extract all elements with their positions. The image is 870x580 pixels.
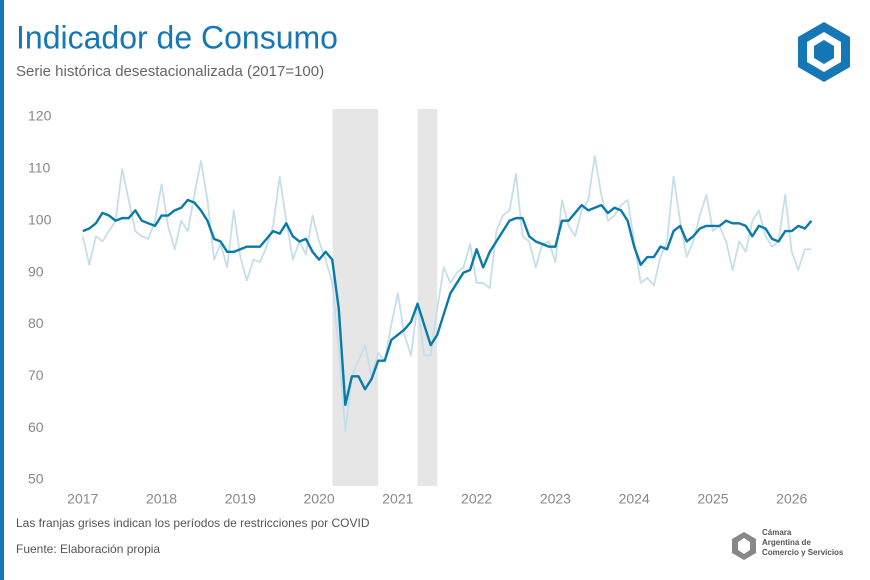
source: Fuente: Elaboración propia — [16, 542, 160, 556]
x-tick-label: 2024 — [619, 491, 650, 507]
y-tick-label: 90 — [28, 263, 44, 279]
y-tick-label: 80 — [28, 315, 44, 331]
x-tick-label: 2017 — [67, 491, 98, 507]
x-tick-label: 2021 — [382, 491, 413, 507]
y-tick-label: 60 — [28, 419, 44, 435]
covid-band — [417, 109, 438, 486]
x-tick-label: 2025 — [697, 491, 728, 507]
y-tick-label: 70 — [28, 367, 44, 383]
note: Las franjas grises indican los períodos … — [16, 516, 370, 530]
series-line — [81, 154, 812, 432]
y-tick-label: 110 — [28, 160, 51, 176]
accent-bar — [0, 0, 4, 580]
series-line — [82, 198, 813, 407]
y-tick-label: 120 — [28, 108, 52, 124]
y-tick-label: 100 — [28, 211, 52, 227]
covid-band — [332, 109, 379, 486]
chart-title: Indicador de Consumo — [16, 19, 338, 55]
footer-logo — [732, 532, 756, 560]
logo-text: Argentina de — [762, 538, 811, 547]
chart-subtitle: Serie histórica desestacionalizada (2017… — [16, 63, 324, 80]
x-tick-label: 2026 — [776, 491, 807, 507]
x-tick-label: 2019 — [225, 491, 256, 507]
logo-text: Cámara — [762, 528, 792, 537]
x-tick-label: 2020 — [304, 491, 335, 507]
x-tick-label: 2018 — [146, 491, 177, 507]
logo — [798, 22, 850, 82]
logo-text: Comercio y Servicios — [762, 548, 844, 557]
x-tick-label: 2022 — [461, 491, 492, 507]
x-tick-label: 2023 — [540, 491, 571, 507]
y-tick-label: 50 — [28, 471, 44, 487]
